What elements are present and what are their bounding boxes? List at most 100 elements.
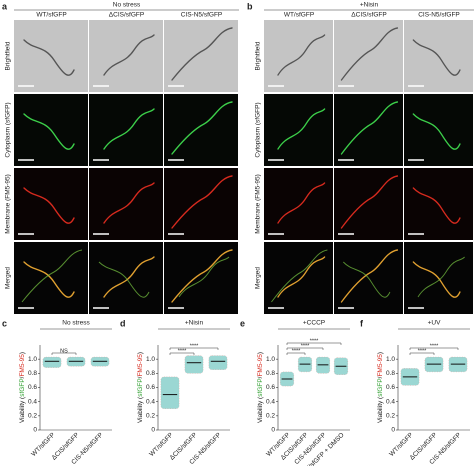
y-tick-label: 0.8 [28,370,37,377]
y-label-part: sfGFP [377,378,384,396]
cell-filament [412,39,461,76]
y-label-part: ) [257,352,264,354]
cell-filament [103,108,155,150]
chart-title: +UV [428,320,441,327]
y-label-part: FM5-95 [137,354,144,377]
point-cloud [42,356,62,368]
chart-title: +CCCP [303,320,325,327]
y-label-part: ) [137,352,144,354]
panel-letter: b [247,1,253,11]
y-tick-label: 0.4 [266,398,275,405]
cell-filament [340,101,399,155]
y-tick-label: 1.0 [266,356,275,363]
panel-letter: c [2,318,7,328]
point-cloud [184,355,204,374]
y-label-part: sfGFP [137,378,144,396]
cell [23,113,75,150]
cell-filament [277,108,326,150]
cell-filament [171,27,233,81]
row-label: Merged [255,267,262,289]
cell-filament [412,187,461,224]
cell-filament [171,175,233,229]
cell [23,187,75,224]
cell [271,249,328,303]
column-label: CIS-N5/sfGFP [181,12,223,19]
cell-filament [340,175,399,229]
y-tick-label: 0.8 [386,370,395,377]
significance-bracket [169,352,195,355]
cell-filament [23,39,75,76]
row-label: Membrane (FM5-95) [255,174,262,234]
y-tick-label: 0.6 [28,384,37,391]
y-label-part: FM5-95 [19,354,26,377]
y-tick-label: 1.0 [28,356,37,363]
micrograph [334,94,403,166]
cell [277,256,326,298]
y-label-part: Viability ( [137,396,144,423]
cell-filament [171,249,233,303]
y-axis-label: Viability (sfGFP/FM5-95) [137,352,144,423]
cell [412,261,461,298]
y-label-part: / [137,376,144,378]
cell-filament [340,249,399,303]
y-tick-label: 0.6 [146,384,155,391]
cell-filament [412,113,461,150]
cell [23,261,75,298]
condition-label: +Nisin [360,2,379,9]
cell-filament [23,113,75,150]
cell [171,101,233,155]
column-label: WT/sfGFP [36,12,66,19]
cell-filament [412,256,465,298]
y-tick-label: 1.0 [386,356,395,363]
column-label: WT/sfGFP [284,12,314,19]
cell-filament [103,182,155,224]
cell [103,256,155,298]
cell [277,182,326,224]
y-tick-label: 1.0 [146,356,155,363]
y-label-part: ) [19,352,26,354]
y-tick-label: 0.4 [28,398,37,405]
y-label-part: ) [377,352,384,354]
significance-bracket [51,352,77,355]
cell-filament [277,182,326,224]
cell-filament [277,34,326,76]
y-label-part: FM5-95 [377,354,384,377]
row-label: Cytoplasm (sfGFP) [255,102,262,157]
y-tick-label: 0 [271,427,275,434]
cell [277,34,326,76]
significance-label: **** [418,348,427,354]
y-axis-label: Viability (sfGFP/FM5-95) [19,352,26,423]
y-label-part: Viability ( [377,396,384,423]
micrograph [264,168,333,240]
y-tick-label: 0.6 [386,384,395,391]
y-tick-label: 0 [33,427,37,434]
significance-label: NS [60,348,68,354]
significance-label: **** [292,348,301,354]
significance-bracket [286,352,306,355]
y-label-part: / [257,376,264,378]
cell [412,39,461,76]
micrograph [89,168,163,240]
micrograph [89,94,163,166]
y-tick-label: 0.6 [266,384,275,391]
y-axis-label: Viability (sfGFP/FM5-95) [377,352,384,423]
significance-bracket [169,347,219,350]
significance-bracket [409,352,435,355]
significance-label: **** [430,343,439,349]
cell [171,27,233,81]
micrograph [264,20,333,92]
micrograph [164,20,238,92]
y-tick-label: 0.2 [146,413,155,420]
y-label-part: FM5-95 [257,354,264,377]
column-label: CIS-N5/sfGFP [418,12,460,19]
cell [171,175,233,229]
panel-letter: a [2,1,8,11]
cell-filament [103,34,155,76]
cell [340,249,399,303]
micrograph [164,168,238,240]
row-label: Brightfield [255,41,262,70]
panel-letter: d [120,318,126,328]
micrograph [89,20,163,92]
y-axis-label: Viability (sfGFP/FM5-95) [257,352,264,423]
